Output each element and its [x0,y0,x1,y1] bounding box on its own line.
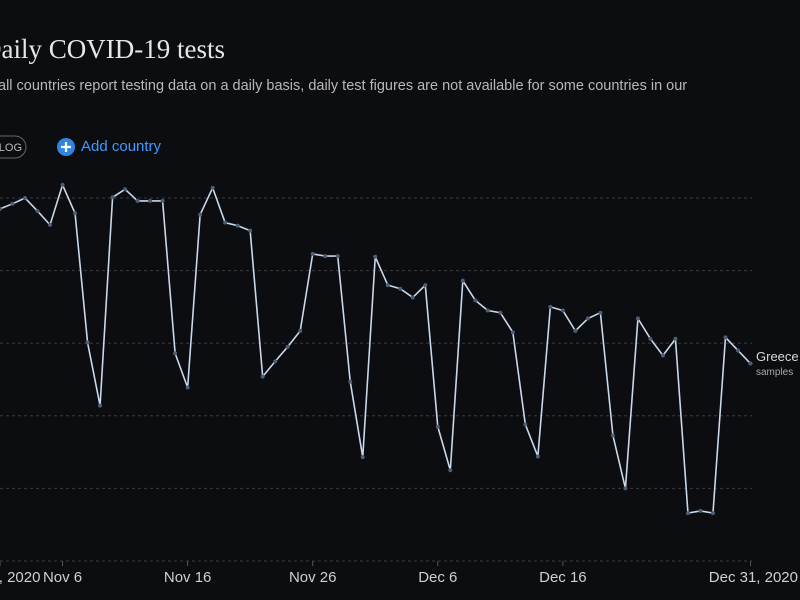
data-point [448,468,453,473]
x-tick-label: Nov 26 [289,569,337,586]
data-point [110,195,115,200]
log-button-label: LOG [0,142,22,154]
data-point [648,336,653,341]
data-point [98,403,103,408]
data-point [248,228,253,233]
data-point [335,254,340,259]
data-point [148,198,153,203]
data-point [298,328,303,333]
data-point [123,187,128,192]
data-point [623,486,628,491]
x-tick-label: Nov 16 [164,569,212,586]
data-point [748,361,753,366]
data-point [160,198,165,203]
data-point [398,286,403,291]
data-point [548,304,553,309]
data-point [23,196,28,200]
data-point [485,308,490,313]
data-point [535,454,540,459]
data-point [10,201,15,206]
data-point [260,374,265,379]
data-point [273,359,278,364]
data-point [498,310,503,315]
chart-title: Daily COVID-19 tests [0,34,225,64]
data-point [735,348,740,353]
data-point [560,308,565,313]
data-point [435,424,440,429]
data-point [410,295,415,300]
data-point [60,182,65,187]
data-point [473,298,478,303]
data-point [635,316,640,321]
data-point [0,206,2,211]
data-point [48,222,53,227]
data-point [598,310,603,315]
x-tick-label: Nov 6 [43,569,82,586]
log-button-border [0,135,27,159]
data-point [710,511,715,516]
add-country-button[interactable]: Add country [57,138,162,156]
series-label: Greece [756,349,799,364]
data-point [660,353,665,358]
data-point [523,422,528,427]
data-point [510,330,515,335]
data-point [85,340,90,345]
data-point [723,335,728,340]
series-note: samples [756,367,793,378]
data-point [135,198,140,203]
data-point [573,328,578,333]
data-point [423,283,428,288]
x-tick-label: Nov 1, 2020 [0,569,40,586]
data-point [585,316,590,321]
add-country-label: Add country [81,138,162,155]
data-point [185,385,190,390]
data-point [360,455,365,460]
data-point [460,278,465,283]
data-point [348,379,353,384]
log-button[interactable]: LOG [0,135,27,159]
data-point [223,220,228,225]
data-point [685,511,690,516]
data-point [235,223,240,228]
data-point [385,283,390,288]
data-point [198,212,203,217]
data-point [35,209,40,214]
x-tick-label: Dec 6 [418,569,457,586]
data-point [210,185,215,190]
data-point [698,508,703,513]
x-tick-label: Dec 31, 2020 [709,569,798,586]
data-point [610,433,615,438]
chart-subtitle: all countries report testing data on a d… [0,78,687,94]
data-point [285,344,290,349]
add-icon-plus [61,142,71,152]
x-tick-label: Dec 16 [539,569,587,586]
data-point [323,254,328,259]
data-point [73,211,78,216]
data-point [373,254,378,259]
data-point [673,336,678,341]
data-point [310,251,315,256]
data-point [173,351,178,356]
